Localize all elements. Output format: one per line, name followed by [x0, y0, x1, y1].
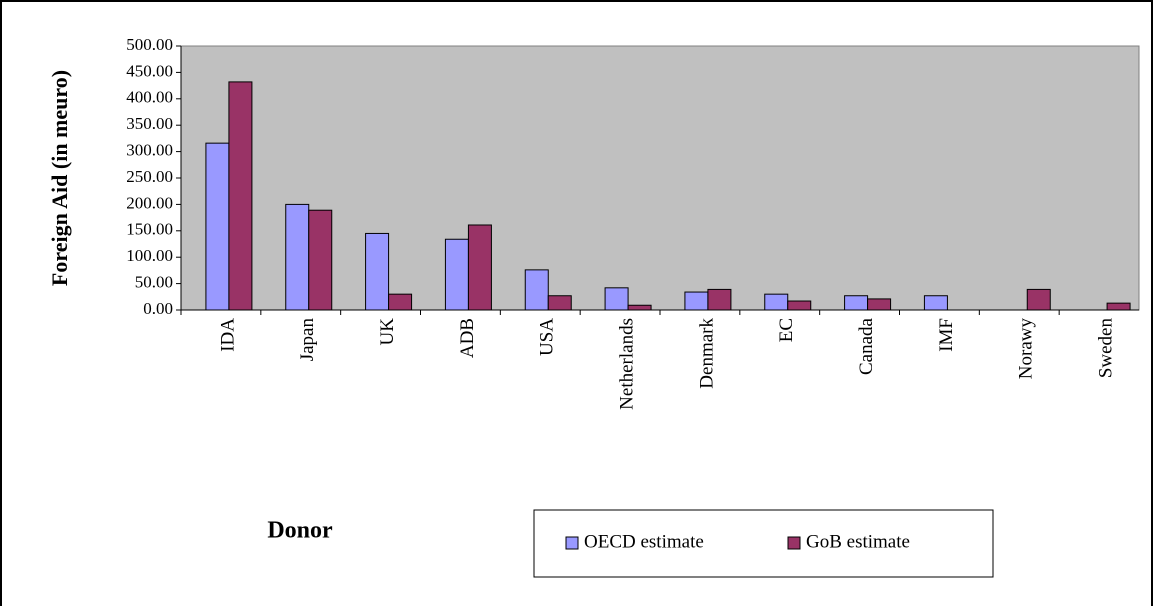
legend-label: GoB estimate	[806, 531, 910, 552]
bar	[627, 304, 652, 311]
bar	[388, 293, 413, 311]
bar	[844, 295, 869, 311]
bar	[764, 293, 789, 311]
legend-swatch	[565, 536, 579, 550]
legend	[533, 509, 994, 578]
plot-area	[180, 45, 1140, 311]
x-tick-label: Japan	[297, 318, 318, 362]
legend-label: OECD estimate	[584, 531, 704, 552]
x-tick-label: Sweden	[1095, 318, 1116, 379]
y-tick-label: 300.00	[126, 141, 173, 160]
y-tick-label: 500.00	[126, 35, 173, 54]
x-tick-label: Canada	[856, 317, 877, 375]
bar	[923, 295, 948, 311]
legend-swatch	[787, 536, 801, 550]
y-tick-label: 200.00	[126, 193, 173, 212]
x-tick-label: EC	[776, 318, 797, 342]
x-tick-label: IMF	[936, 318, 957, 352]
bar	[604, 287, 629, 311]
bar	[1026, 288, 1051, 311]
x-tick-label: Norawy	[1016, 318, 1037, 380]
bar	[524, 269, 549, 311]
bar	[308, 209, 333, 311]
bar	[444, 238, 469, 311]
y-axis-title: Foreign Aid (in meuro)	[47, 70, 72, 286]
y-tick-label: 50.00	[135, 273, 173, 292]
bar	[867, 298, 892, 311]
y-tick-label: 0.00	[143, 299, 173, 318]
y-tick-label: 350.00	[126, 114, 173, 133]
bar	[467, 224, 492, 311]
y-tick-label: 450.00	[126, 61, 173, 80]
bar	[285, 203, 310, 311]
y-tick-label: 150.00	[126, 220, 173, 239]
y-tick-label: 250.00	[126, 167, 173, 186]
bar	[547, 295, 572, 311]
bar	[707, 288, 732, 311]
bar	[228, 81, 253, 311]
bar	[1106, 302, 1131, 311]
bar	[205, 142, 230, 311]
x-tick-label: ADB	[457, 318, 478, 358]
x-tick-label: USA	[537, 318, 558, 356]
y-tick-label: 100.00	[126, 246, 173, 265]
x-tick-label: UK	[377, 318, 398, 346]
bar	[684, 291, 709, 311]
x-tick-label: Denmark	[696, 318, 717, 389]
x-tick-label: IDA	[217, 318, 238, 352]
x-axis-title: Donor	[267, 518, 333, 544]
bar	[365, 232, 390, 311]
x-tick-label: Netherlands	[616, 318, 637, 410]
bar	[787, 300, 812, 311]
y-tick-label: 400.00	[126, 88, 173, 107]
